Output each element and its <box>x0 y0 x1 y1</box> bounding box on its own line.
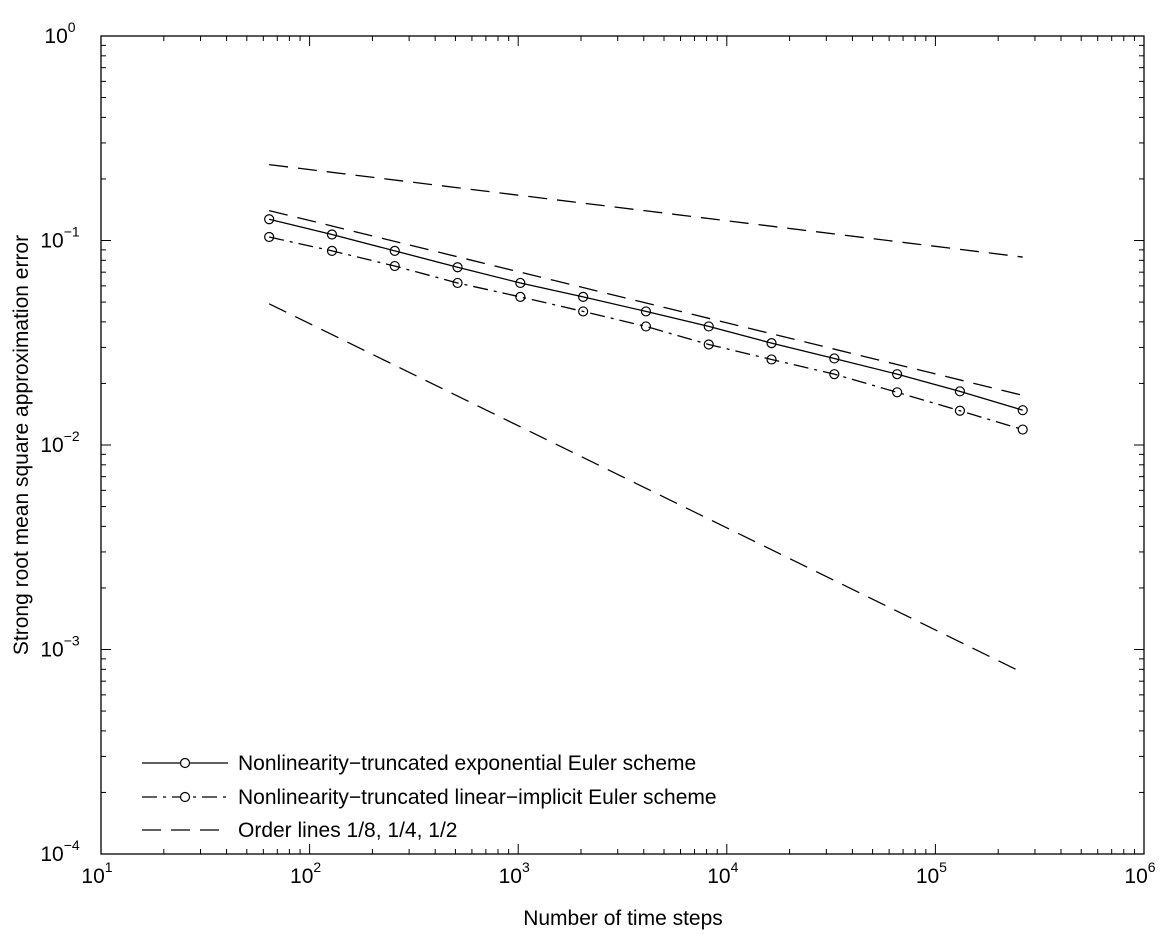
y-tick-base: 10 <box>40 434 63 457</box>
legend-marker-sample <box>179 757 191 769</box>
y-axis-label: Strong root mean square approximation er… <box>10 235 33 655</box>
y-tick-exponent: 0 <box>68 19 76 35</box>
y-tick-exponent: −4 <box>64 837 80 853</box>
x-tick-exponent: 1 <box>105 859 113 875</box>
data-point <box>578 291 589 302</box>
series-layer <box>264 163 1028 674</box>
series-2 <box>264 231 1028 435</box>
x-tick-label: 102 <box>290 859 321 888</box>
plot-frame <box>100 35 1145 855</box>
legend-label: Nonlinearity−truncated exponential Euler… <box>238 752 696 775</box>
data-point <box>578 306 589 317</box>
y-tick-exponent: −1 <box>64 224 80 240</box>
data-point <box>766 354 777 365</box>
x-tick-base: 10 <box>81 865 104 888</box>
x-tick-label: 106 <box>1124 859 1155 888</box>
data-point <box>703 321 714 332</box>
data-point <box>1017 405 1028 416</box>
plot-area <box>100 35 1145 855</box>
data-point <box>640 306 652 317</box>
data-point <box>766 338 777 349</box>
legend-label: Order lines 1/8, 1/4, 1/2 <box>238 819 457 842</box>
legend-entry: Nonlinearity−truncated linear−implicit E… <box>142 786 717 809</box>
x-axis-label: Number of time steps <box>523 907 723 930</box>
x-tick-label: 103 <box>499 859 530 888</box>
order-line-1-8 <box>269 163 1023 258</box>
legend: Nonlinearity−truncated exponential Euler… <box>142 752 717 842</box>
legend-entry: Order lines 1/8, 1/4, 1/2 <box>142 819 457 842</box>
data-point <box>389 260 400 272</box>
x-tick-label: 105 <box>916 859 947 888</box>
x-tick-base: 10 <box>707 865 730 888</box>
data-point <box>264 214 275 225</box>
data-point <box>640 321 652 332</box>
data-point <box>326 245 338 256</box>
series-3 <box>268 163 1023 674</box>
legend-marker-sample <box>179 791 191 803</box>
data-point <box>515 291 526 302</box>
x-tick-exponent: 4 <box>731 859 739 875</box>
x-tick-label: 104 <box>707 859 738 888</box>
data-point <box>892 369 903 380</box>
legend-entry: Nonlinearity−truncated exponential Euler… <box>142 752 696 775</box>
x-tick-label: 101 <box>81 859 112 888</box>
legend-label: Nonlinearity−truncated linear−implicit E… <box>238 786 717 809</box>
data-point <box>954 386 966 397</box>
y-tick-label: 10−4 <box>40 837 80 866</box>
x-tick-exponent: 6 <box>1148 859 1156 875</box>
data-point <box>515 277 526 289</box>
series-line <box>269 218 1023 411</box>
x-tick-exponent: 2 <box>313 859 321 875</box>
x-tick-base: 10 <box>290 865 313 888</box>
order-line-1-2 <box>268 303 1023 674</box>
y-tick-base: 10 <box>40 639 63 662</box>
x-tick-base: 10 <box>916 865 939 888</box>
data-point <box>452 262 463 273</box>
y-tick-label: 10−3 <box>40 633 80 662</box>
y-tick-base: 10 <box>40 230 63 253</box>
y-tick-label: 100 <box>44 19 75 48</box>
series-1 <box>264 214 1028 416</box>
data-point <box>954 405 966 416</box>
data-point <box>389 245 400 256</box>
data-point <box>892 387 903 398</box>
series-line <box>269 236 1023 431</box>
data-point <box>829 369 840 380</box>
x-tick-base: 10 <box>499 865 522 888</box>
y-tick-label: 10−2 <box>40 428 80 457</box>
y-tick-label: 10−1 <box>40 224 80 253</box>
data-point <box>829 353 840 364</box>
x-tick-exponent: 5 <box>939 859 947 875</box>
y-tick-base: 10 <box>40 843 63 866</box>
data-point <box>452 277 463 289</box>
data-point <box>264 231 275 243</box>
data-point <box>703 339 714 350</box>
x-tick-base: 10 <box>1124 865 1147 888</box>
y-tick-exponent: −2 <box>64 428 80 444</box>
y-tick-base: 10 <box>44 25 67 48</box>
data-point <box>326 229 338 240</box>
data-point <box>1017 424 1028 435</box>
x-tick-exponent: 3 <box>522 859 530 875</box>
y-tick-exponent: −3 <box>64 633 80 649</box>
order-line-1-4 <box>269 209 1023 396</box>
